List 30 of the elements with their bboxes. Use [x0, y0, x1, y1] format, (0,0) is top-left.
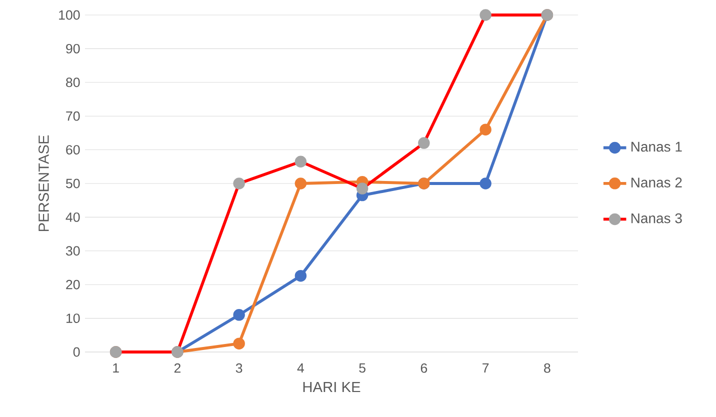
y-tick-label: 40 — [66, 212, 80, 222]
y-axis-title: PERSENTASE — [38, 135, 49, 232]
point — [294, 178, 307, 190]
y-tick-label: 70 — [66, 111, 80, 121]
x-tick-label: 4 — [297, 363, 304, 373]
legend-label: Nanas 3 — [631, 213, 682, 224]
point — [480, 124, 492, 136]
y-tick-label: 10 — [66, 314, 80, 324]
y-tick-label: 0 — [73, 347, 80, 357]
x-tick-label: 8 — [544, 363, 550, 373]
x-tick-label: 7 — [482, 363, 489, 373]
y-tick-label: 60 — [66, 145, 80, 155]
point — [480, 178, 492, 190]
point — [233, 338, 245, 350]
y-tick-label: 20 — [66, 280, 80, 290]
y-tick-label: 100 — [59, 10, 80, 20]
y-tick-label: 90 — [66, 44, 80, 54]
y-tick-label: 30 — [66, 246, 80, 256]
x-tick-label: 2 — [174, 363, 180, 373]
y-tick-label: 50 — [66, 178, 80, 188]
point — [294, 270, 307, 282]
x-tick-label: 3 — [236, 363, 242, 373]
x-tick-label: 1 — [113, 363, 119, 373]
point — [233, 309, 245, 321]
y-tick-label: 80 — [66, 78, 80, 88]
legend-label: Nanas 2 — [631, 178, 682, 188]
x-tick-label: 5 — [359, 363, 366, 373]
x-tick-label: 6 — [420, 363, 428, 373]
legend-label: Nanas 1 — [631, 142, 682, 152]
x-axis-title: HARI KE — [303, 382, 360, 392]
